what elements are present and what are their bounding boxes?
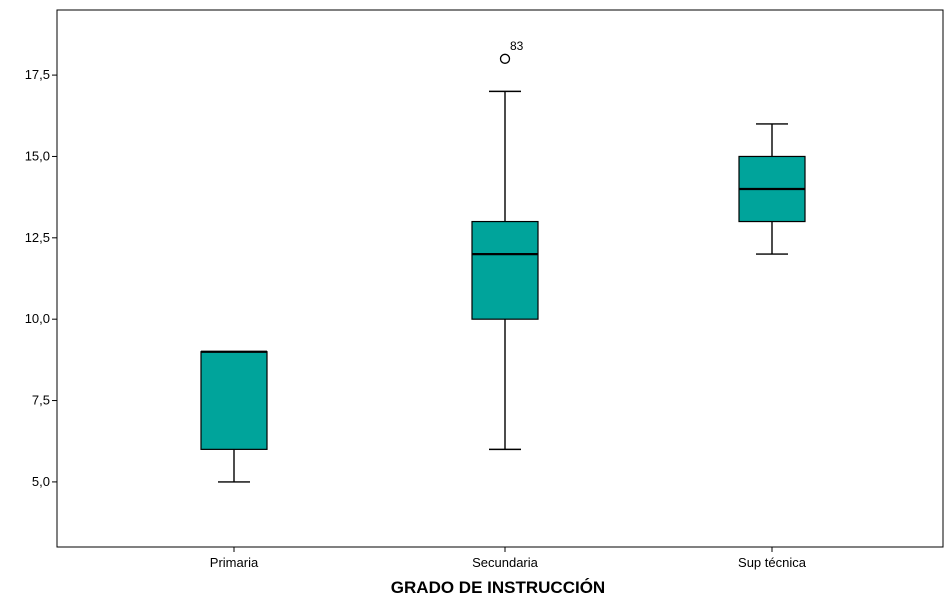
outlier-point (499, 53, 511, 64)
y-axis: 5,0 7,5 10,0 12,5 15,0 17,5 (25, 67, 57, 489)
x-axis-title: GRADO DE INSTRUCCIÓN (391, 578, 605, 597)
y-tick-label: 10,0 (25, 311, 50, 326)
x-category-label: Secundaria (472, 555, 539, 570)
x-category-label: Primaria (210, 555, 259, 570)
box-group (738, 123, 806, 255)
x-category-label: Sup técnica (738, 555, 807, 570)
x-axis: Primaria Secundaria Sup técnica (210, 547, 807, 570)
y-tick-label: 5,0 (32, 474, 50, 489)
y-tick-label: 17,5 (25, 67, 50, 82)
box-group: 83 (471, 39, 539, 451)
box-iqr (200, 351, 268, 450)
y-tick-label: 12,5 (25, 230, 50, 245)
outlier-label: 83 (510, 39, 524, 53)
y-tick-label: 7,5 (32, 393, 50, 408)
box-iqr (471, 220, 539, 320)
y-tick-label: 15,0 (25, 148, 50, 163)
boxes: 83 (200, 39, 806, 483)
box-group (200, 350, 268, 483)
